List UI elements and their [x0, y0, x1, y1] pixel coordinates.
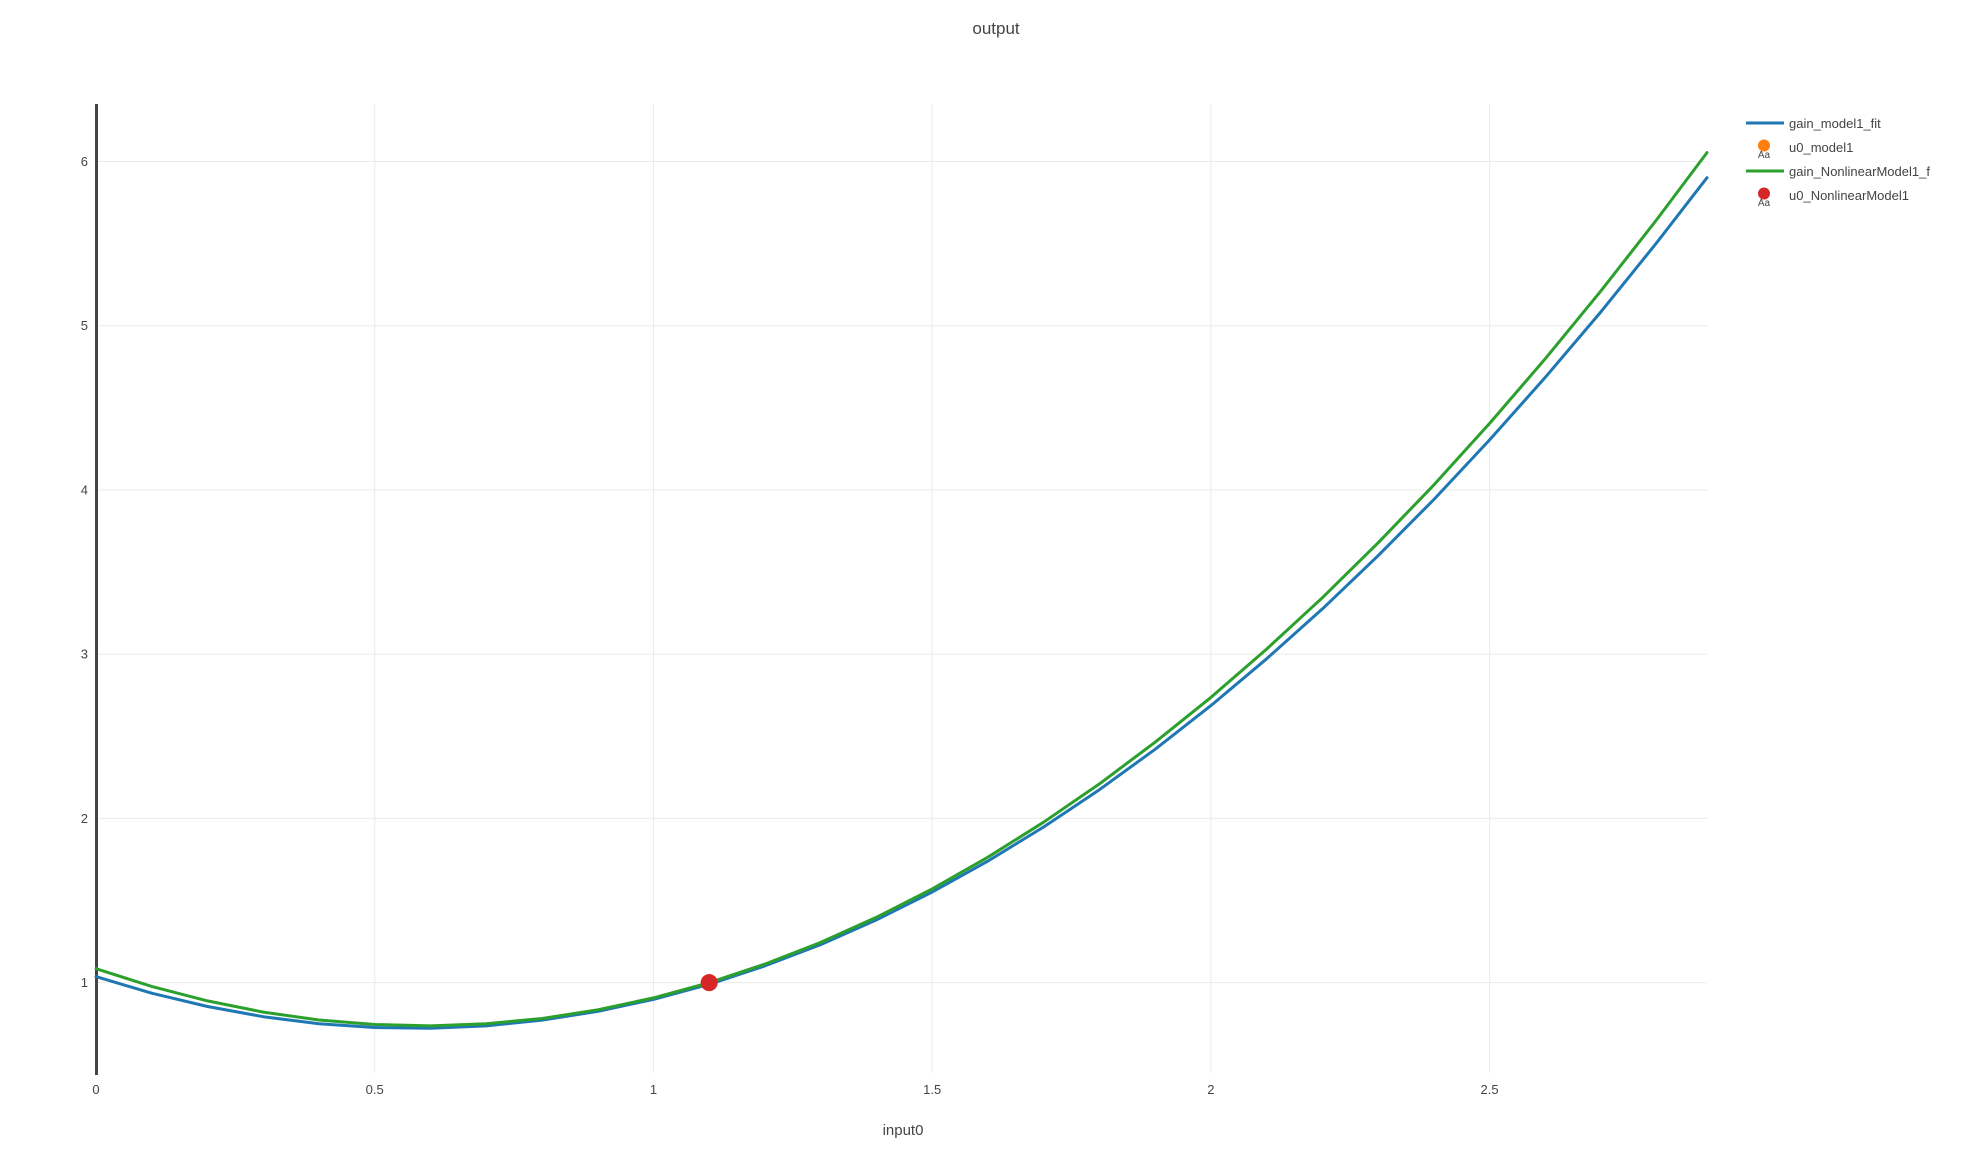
x-tick-label: 2 [1207, 1082, 1214, 1097]
legend-item-u0_model1[interactable]: Aa u0_model1 [1745, 135, 1930, 159]
legend-label: gain_NonlinearModel1_f [1789, 163, 1930, 179]
legend-sample: Aa [1758, 187, 1771, 207]
legend-item-gain_NonlinearModel1_f[interactable]: gain_NonlinearModel1_f [1745, 159, 1930, 183]
legend-sample-text: Aa [1758, 150, 1771, 159]
legend-sample: Aa [1758, 139, 1771, 159]
legend-marker-sample-icon [1758, 139, 1770, 152]
x-tick-label: 2.5 [1481, 1082, 1499, 1097]
x-tick-label: 1 [650, 1082, 657, 1097]
x-tick-label: 0 [92, 1082, 99, 1097]
legend-item-gain_model1_fit[interactable]: gain_model1_fit [1745, 111, 1930, 135]
curve-gain_model1_fit[interactable] [94, 176, 1709, 1030]
legend-item-u0_NonlinearModel1[interactable]: Aa u0_NonlinearModel1 [1745, 183, 1930, 207]
y-tick-label: 3 [81, 647, 88, 662]
y-tick-label: 1 [81, 975, 88, 990]
y-tick-label: 5 [81, 318, 88, 333]
legend-sample [1746, 169, 1784, 173]
x-tick-label: 0.5 [366, 1082, 384, 1097]
legend-label: u0_model1 [1789, 139, 1854, 155]
y-tick-label: 4 [81, 482, 88, 497]
legend: gain_model1_fit Aa u0_model1 gain_Nonlinear… [1745, 111, 1930, 207]
y-tick-label: 2 [81, 811, 88, 826]
y-tick-label: 6 [81, 154, 88, 169]
x-axis-title: input0 [882, 1122, 924, 1139]
legend-sample [1746, 121, 1784, 125]
legend-marker-sample-icon [1758, 187, 1770, 200]
curve-gain_NonlinearModel1_f[interactable] [94, 151, 1709, 1028]
legend-label: gain_model1_fit [1789, 115, 1881, 131]
chart-title: output [972, 19, 1020, 38]
x-tick-label: 1.5 [923, 1082, 941, 1097]
marker-u0_NonlinearModel1[interactable] [700, 974, 718, 992]
legend-sample-text: Aa [1758, 198, 1771, 207]
legend-label: u0_NonlinearModel1 [1789, 187, 1909, 203]
